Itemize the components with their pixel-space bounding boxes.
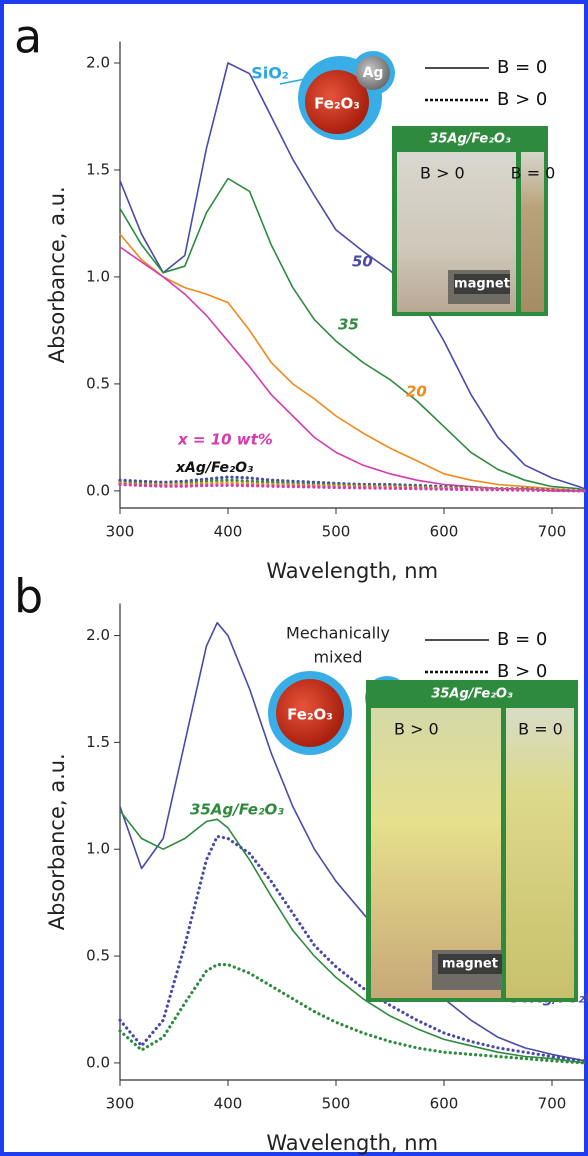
series-label: 20 [406, 383, 427, 401]
y-tick-label: 0.5 [86, 374, 110, 392]
x-tick-label: 500 [322, 1095, 351, 1113]
core-label: Fe₂O₃ [314, 95, 360, 113]
legend-label: B = 0 [497, 57, 547, 78]
y-tick-label: 0.0 [86, 481, 110, 499]
series-label: 50 [352, 253, 373, 271]
diagram-label: SiO₂ [251, 64, 289, 83]
y-tick-label: 1.5 [86, 160, 110, 178]
annotation: xAg/Fe₂O₃ [175, 460, 253, 476]
legend-label: B > 0 [497, 661, 547, 682]
x-axis-label: Wavelength, nm [266, 1131, 438, 1155]
magnet-label: magnet [454, 277, 510, 292]
x-tick-label: 700 [538, 1095, 567, 1113]
x-tick-label: 400 [214, 1095, 243, 1113]
inset-title: 35Ag/Fe₂O₃ [429, 132, 511, 147]
core-label: Fe₂O₃ [287, 706, 333, 724]
figure: a 0.0 0.5 1.0 1.5 2.0 300 400 500 600 700 Wavelengt… [0, 0, 588, 1156]
series-line [120, 483, 584, 491]
y-tick-label: 0.5 [86, 947, 110, 965]
diagram-caption: mixed [313, 648, 362, 667]
ag-label: Ag [363, 65, 384, 81]
y-axis-label: Absorbance, a.u. [45, 186, 69, 363]
diagram-caption: Mechanically [286, 624, 390, 643]
x-tick-label: 600 [430, 1095, 459, 1113]
x-tick-label: 400 [214, 523, 243, 541]
legend-label: B > 0 [497, 89, 547, 110]
x-tick-label: 300 [106, 1095, 135, 1113]
panel-letter: a [14, 10, 42, 64]
photo-label: B > 0 [394, 720, 439, 739]
magnet-label: magnet [442, 957, 498, 972]
y-tick-label: 1.5 [86, 733, 110, 751]
inset-title: 35Ag/Fe₂O₃ [431, 687, 513, 702]
y-tick-label: 0.0 [86, 1053, 110, 1071]
photo-label: B = 0 [518, 720, 563, 739]
series-label: 35Ag/Fe₂O₃ [190, 801, 284, 819]
x-axis-label: Wavelength, nm [266, 559, 438, 583]
y-axis-label: Absorbance, a.u. [45, 753, 69, 930]
photo-right [506, 708, 574, 998]
panel-letter: b [14, 570, 43, 624]
y-tick-label: 1.0 [86, 267, 110, 285]
x-tick-label: 500 [322, 523, 351, 541]
x-tick-label: 700 [538, 523, 567, 541]
series-label: 35 [338, 316, 359, 334]
legend-label: B = 0 [497, 629, 547, 650]
photo-label: B > 0 [420, 164, 465, 183]
x-tick-label: 300 [106, 523, 135, 541]
y-tick-label: 1.0 [86, 840, 110, 858]
x-tick-label: 600 [430, 523, 459, 541]
photo-label: B = 0 [511, 164, 556, 183]
y-tick-label: 2.0 [86, 626, 110, 644]
y-tick-label: 2.0 [86, 53, 110, 71]
page: a 0.0 0.5 1.0 1.5 2.0 300 400 500 600 700 Wavelengt… [0, 0, 588, 1156]
series-label: x = 10 wt% [177, 431, 273, 449]
